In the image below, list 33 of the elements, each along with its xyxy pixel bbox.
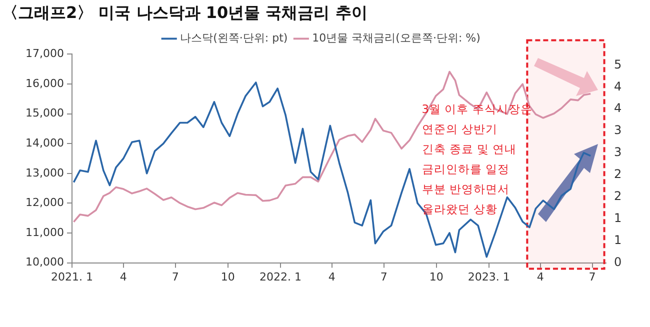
x-tick-label: 2021. 1 <box>51 270 93 284</box>
chart-title: 〈그래프2〉 미국 나스닥과 10년물 국채금리 추이 <box>2 2 368 22</box>
x-tick-label: 2022. 1 <box>259 270 302 284</box>
y-tick-label: 13,000 <box>26 166 64 180</box>
y-tick-label: 12,000 <box>26 196 64 210</box>
y2-tick-label: 4 <box>614 101 622 116</box>
y2-tick-label: 2 <box>614 189 622 204</box>
x-tick-label: 4 <box>328 270 336 284</box>
y2-tick-label: 0 <box>614 254 622 269</box>
y2-tick-label: 5 <box>614 57 622 72</box>
y2-tick-label: 4 <box>614 79 622 94</box>
y2-tick-label: 1 <box>614 211 622 226</box>
y-tick-label: 10,000 <box>26 256 64 269</box>
y-tick-label: 16,000 <box>26 76 64 90</box>
x-tick-label: 4 <box>536 270 544 284</box>
annotation: 3월 이후 주식시장은 연준의 상반기 긴축 종료 및 연내 금리인하를 일정 부분 반영하면서 올라왔던 상황 <box>422 102 532 216</box>
y-tick-label: 15,000 <box>26 106 64 120</box>
y-tick-label: 17,000 <box>26 47 64 60</box>
x-tick-label: 7 <box>380 270 388 284</box>
y2-tick-label: 3 <box>614 145 622 160</box>
x-tick-label: 2023. 1 <box>468 270 510 284</box>
legend-label: 10년물 국채금리(오른쪽·단위: %) <box>312 32 480 45</box>
x-tick-label: 10 <box>429 270 444 284</box>
y2-tick-label: 2 <box>614 167 622 182</box>
y2-tick-label: 1 <box>614 232 622 247</box>
y-tick-label: 11,000 <box>26 226 64 239</box>
y2-tick-label: 3 <box>614 123 622 138</box>
x-tick-label: 7 <box>172 270 179 284</box>
x-tick-label: 10 <box>220 270 235 284</box>
x-tick-label: 4 <box>120 270 127 284</box>
y-tick-label: 14,000 <box>26 136 64 150</box>
legend-label: 나스닥(왼쪽·단위: pt) <box>180 32 288 45</box>
x-tick-label: 7 <box>588 270 596 284</box>
